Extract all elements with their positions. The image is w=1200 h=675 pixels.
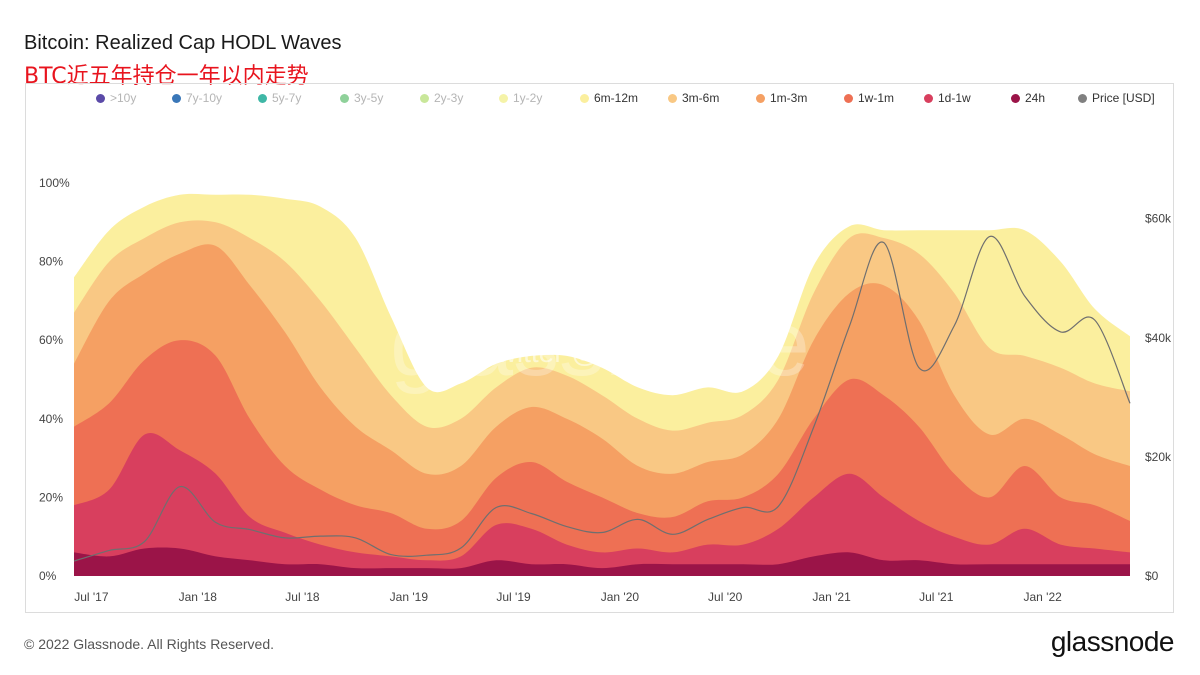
legend-label: 2y-3y <box>434 91 464 105</box>
legend-swatch <box>340 93 349 103</box>
x-tick-label: Jul '18 <box>285 590 320 604</box>
area-band-24h <box>74 547 1130 576</box>
legend-item-3y-5y[interactable]: 3y-5y <box>340 91 383 105</box>
legend-swatch <box>1011 93 1020 103</box>
x-tick-label: Jul '21 <box>919 590 954 604</box>
legend-swatch <box>420 93 429 103</box>
legend-label: 3m-6m <box>682 91 720 105</box>
legend-label: 6m-12m <box>594 91 639 105</box>
x-tick-label: Jan '20 <box>601 590 640 604</box>
watermark-twitter: Twitter @Phyrex_Ni <box>481 337 729 368</box>
legend-item-2y-3y[interactable]: 2y-3y <box>420 91 463 105</box>
price-line-layer <box>73 235 1131 562</box>
legend-swatch <box>844 93 853 103</box>
legend-item-1w-1m[interactable]: 1w-1m <box>844 91 894 105</box>
x-tick-label: Jan '22 <box>1024 590 1063 604</box>
legend-swatch <box>668 93 677 103</box>
y-left-tick-label: 40% <box>39 412 63 426</box>
legend-label: 7y-10y <box>186 91 223 105</box>
legend-item-7y-10y[interactable]: 7y-10y <box>172 91 222 105</box>
legend-label: 1w-1m <box>858 91 895 105</box>
x-tick-label: Jul '19 <box>496 590 531 604</box>
legend-item-3m-6m[interactable]: 3m-6m <box>668 91 719 105</box>
legend-item-5y-7y[interactable]: 5y-7y <box>258 91 301 105</box>
chart-legend: >10y 7y-10y 5y-7y 3y-5y 2y-3y 1y-2y 6m-12m 3m-6… <box>96 91 1176 109</box>
y-right-tick-label: $40k <box>1145 331 1172 345</box>
y-left-tick-label: 80% <box>39 255 63 269</box>
legend-swatch <box>172 93 181 103</box>
legend-item-6m-12m[interactable]: 6m-12m <box>580 91 638 105</box>
legend-swatch <box>1078 93 1087 103</box>
legend-swatch <box>756 93 765 103</box>
y-left-tick-label: 100% <box>39 176 70 190</box>
x-tick-label: Jul '20 <box>708 590 743 604</box>
chart-title: Bitcoin: Realized Cap HODL Waves <box>24 32 342 54</box>
legend-item-1d-1w[interactable]: 1d-1w <box>924 91 971 105</box>
watermark: glassnode Twitter @Phyrex_Ni <box>390 293 809 395</box>
legend-label: Price [USD] <box>1092 91 1155 105</box>
legend-label: 1d-1w <box>938 91 971 105</box>
y-right-tick-label: $0 <box>1145 569 1159 583</box>
legend-item-24h[interactable]: 24h <box>1011 91 1045 105</box>
chart-axes: 0% 20% 40% 60% 80% 100% $0 $20k $40k $60k Jul '17 J… <box>39 176 1172 604</box>
legend-item-price-usd[interactable]: Price [USD] <box>1078 91 1155 105</box>
y-right-tick-label: $20k <box>1145 450 1172 464</box>
y-left-tick-label: 0% <box>39 569 57 583</box>
area-band-1d-1w <box>74 432 1130 576</box>
copyright-text: © 2022 Glassnode. All Rights Reserved. <box>24 636 275 652</box>
y-left-tick-label: 60% <box>39 333 63 347</box>
x-tick-label: Jan '19 <box>390 590 429 604</box>
x-tick-label: Jan '21 <box>812 590 851 604</box>
x-tick-label: Jul '17 <box>74 590 109 604</box>
legend-item-10y[interactable]: >10y <box>96 91 136 105</box>
legend-swatch <box>258 93 267 103</box>
legend-label: 3y-5y <box>354 91 384 105</box>
y-left-tick-label: 20% <box>39 490 63 504</box>
legend-swatch <box>580 93 589 103</box>
legend-item-1y-2y[interactable]: 1y-2y <box>499 91 542 105</box>
legend-label: 5y-7y <box>272 91 302 105</box>
legend-label: >10y <box>110 91 137 105</box>
chart-subtitle: BTC近五年持仓一年以内走势 <box>24 64 309 89</box>
price-line <box>73 235 1131 562</box>
x-tick-label: Jan '18 <box>179 590 218 604</box>
legend-swatch <box>96 93 105 103</box>
legend-item-1m-3m[interactable]: 1m-3m <box>756 91 807 105</box>
legend-label: 1y-2y <box>513 91 543 105</box>
legend-swatch <box>924 93 933 103</box>
glassnode-logo: glassnode <box>1050 626 1175 657</box>
legend-label: 1m-3m <box>770 91 808 105</box>
area-layers <box>74 193 1130 576</box>
legend-label: 24h <box>1025 91 1046 105</box>
legend-swatch <box>499 93 508 103</box>
chart-frame <box>25 83 1174 613</box>
y-right-tick-label: $60k <box>1145 212 1172 226</box>
watermark-brand: glassnode <box>390 293 809 395</box>
